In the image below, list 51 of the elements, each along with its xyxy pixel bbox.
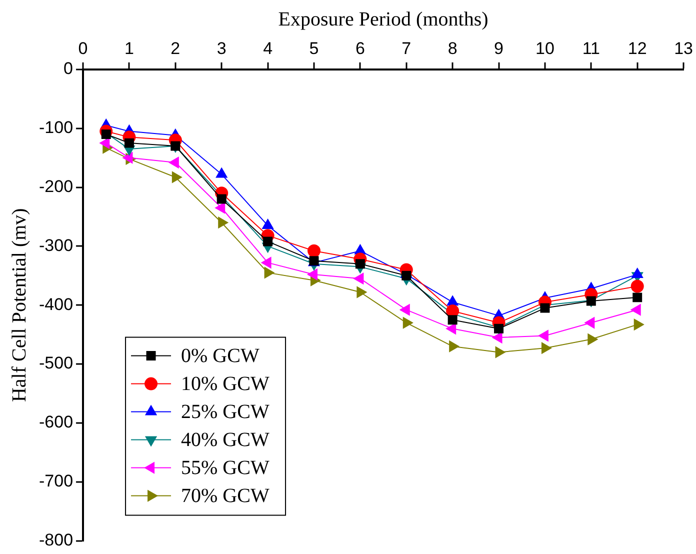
x-tick-label: 11 (582, 38, 600, 58)
y-tick-label: -100 (38, 118, 74, 138)
x-tick-label: 2 (170, 38, 180, 58)
y-tick-label: 0 (64, 59, 74, 78)
legend-label: 10% GCW (181, 373, 270, 396)
x-tick-label: 0 (78, 38, 88, 58)
x-tick-label: 6 (355, 38, 365, 58)
point (261, 256, 272, 268)
y-axis-title: Half Cell Potential (mv) (8, 208, 30, 402)
x-tick-label: 1 (124, 38, 134, 58)
x-tick-label: 5 (309, 38, 319, 58)
point (448, 315, 458, 325)
point (355, 259, 365, 269)
x-tick-label: 8 (448, 38, 458, 58)
point (124, 138, 134, 148)
y-tick-label: -700 (38, 472, 74, 491)
y-tick-label: -300 (38, 236, 74, 255)
x-axis-title: Exposure Period (months) (278, 8, 488, 30)
y-tick-label: -500 (38, 354, 74, 373)
point (168, 156, 179, 168)
x-tick-label: 13 (674, 38, 694, 58)
point (402, 317, 413, 328)
point (402, 270, 412, 280)
y-tick-label: -200 (38, 176, 74, 196)
point (262, 219, 274, 230)
point (495, 346, 506, 358)
point (263, 236, 273, 246)
point (122, 152, 133, 164)
point (588, 334, 598, 345)
legend-label: 55% GCW (181, 457, 270, 480)
x-tick-label: 9 (494, 38, 504, 58)
y-tick-label: -600 (38, 412, 74, 432)
point (215, 202, 226, 214)
legend-label: 0% GCW (181, 345, 260, 368)
x-tick-label: 10 (536, 38, 554, 58)
legend-label: 40% GCW (181, 429, 270, 452)
point (632, 292, 642, 302)
point (307, 244, 320, 258)
x-tick-label: 4 (263, 38, 273, 58)
point (630, 280, 644, 293)
point (354, 272, 364, 284)
x-tick-label: 12 (628, 38, 647, 58)
legend-label: 70% GCW (181, 485, 270, 508)
point (446, 296, 458, 306)
point (541, 342, 552, 354)
point (634, 318, 644, 330)
y-tick-label: -800 (38, 530, 74, 550)
y-tick-label: -400 (38, 294, 74, 314)
legend-label: 25% GCW (181, 401, 270, 424)
x-tick-label: 7 (402, 38, 412, 58)
x-tick-label: 3 (216, 38, 226, 58)
